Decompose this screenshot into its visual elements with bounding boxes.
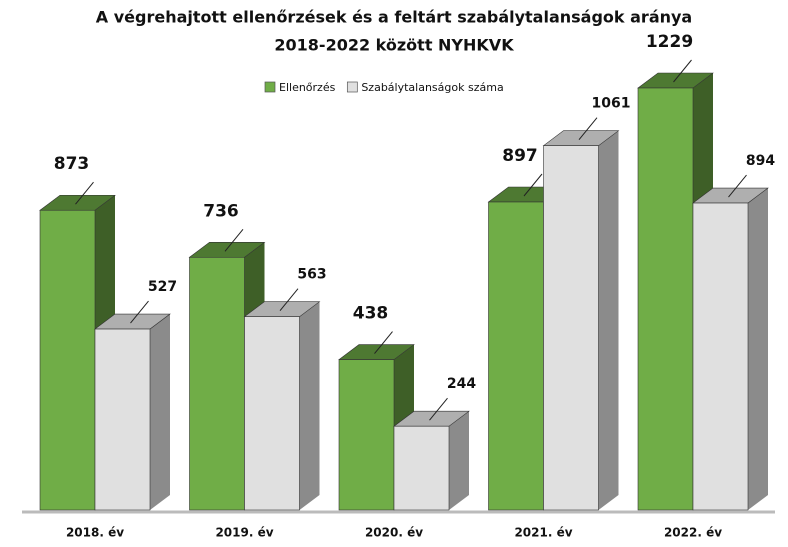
data-label: 894 bbox=[746, 153, 775, 169]
leader-line bbox=[130, 300, 149, 324]
data-label: 897 bbox=[502, 146, 538, 166]
bar-side bbox=[748, 188, 768, 510]
data-label: 1061 bbox=[592, 96, 631, 112]
bar bbox=[189, 256, 245, 511]
leader-line bbox=[523, 173, 543, 197]
legend-swatch bbox=[264, 81, 276, 93]
data-label: 563 bbox=[297, 267, 326, 283]
legend-label: Ellenőrzés bbox=[279, 81, 336, 94]
bar bbox=[543, 145, 599, 511]
x-tick-label: 2021. év bbox=[514, 526, 572, 540]
data-label: 438 bbox=[353, 304, 389, 324]
bar bbox=[39, 209, 96, 511]
leader-line bbox=[75, 181, 94, 205]
bar bbox=[338, 359, 395, 511]
leader-line bbox=[578, 117, 598, 141]
leader-line bbox=[224, 228, 244, 252]
data-label: 244 bbox=[447, 376, 476, 392]
legend-label: Szabálytalanságok száma bbox=[361, 81, 503, 94]
leader-line bbox=[279, 288, 299, 312]
bar-side bbox=[150, 314, 170, 510]
bar bbox=[488, 201, 544, 511]
bar bbox=[244, 316, 300, 511]
data-label: 736 bbox=[203, 201, 239, 221]
chart-title: 2018-2022 között NYHKVK bbox=[274, 36, 514, 55]
data-label: 873 bbox=[54, 154, 90, 174]
x-tick-label: 2020. év bbox=[365, 526, 423, 540]
leader-line bbox=[374, 331, 393, 354]
leader-line bbox=[429, 397, 448, 421]
bar bbox=[692, 202, 749, 511]
x-tick-label: 2022. év bbox=[664, 526, 722, 540]
bar-side bbox=[299, 301, 320, 510]
chart-title: A végrehajtott ellenőrzések és a feltárt… bbox=[96, 8, 692, 27]
leader-line bbox=[728, 174, 747, 198]
legend-swatch bbox=[346, 81, 358, 93]
bar bbox=[637, 87, 694, 511]
leader-line bbox=[673, 59, 692, 83]
data-label: 527 bbox=[148, 279, 177, 295]
bar bbox=[94, 328, 151, 511]
x-tick-label: 2018. év bbox=[66, 526, 124, 540]
data-label: 1229 bbox=[646, 32, 693, 52]
x-tick-label: 2019. év bbox=[215, 526, 273, 540]
bar-side bbox=[449, 411, 469, 510]
bar-side bbox=[598, 130, 619, 511]
bar bbox=[393, 425, 450, 511]
